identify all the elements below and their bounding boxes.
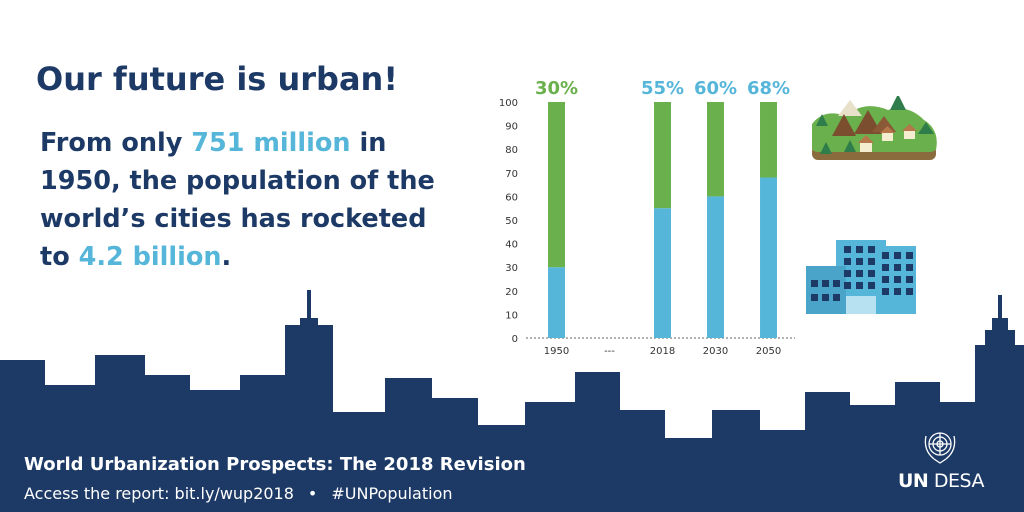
x-tick-label: 1950 — [544, 346, 569, 357]
y-tick-label: 60 — [505, 192, 518, 203]
subtext: From only 751 million in 1950, the popul… — [40, 124, 460, 276]
y-tick-label: 100 — [499, 98, 518, 109]
bar-rural-2018 — [654, 102, 671, 209]
subtext-part1: From only — [40, 128, 192, 158]
logo-un: UN — [898, 470, 929, 492]
y-tick-label: 70 — [505, 169, 518, 180]
un-desa-logo: UN DESA — [898, 470, 984, 492]
separator-dot: • — [307, 484, 318, 503]
rural-village-icon — [812, 96, 937, 160]
bar-rural-2050 — [760, 102, 777, 178]
urban-2018-highlight: 4.2 billion — [78, 242, 222, 272]
data-label-2050: 68% — [747, 78, 790, 99]
data-label-2018: 55% — [641, 78, 684, 99]
x-tick-label: --- — [604, 346, 615, 357]
subtext-part3: . — [221, 242, 232, 272]
bar-urban-2050 — [760, 177, 777, 338]
skyline-silhouette — [0, 290, 1024, 512]
y-tick-label: 80 — [505, 145, 518, 156]
y-tick-label: 90 — [505, 122, 518, 133]
bar-urban-1950 — [548, 267, 565, 338]
x-tick-label: 2050 — [756, 346, 781, 357]
report-link[interactable]: Access the report: bit.ly/wup2018 — [24, 484, 294, 503]
un-emblem-icon — [924, 432, 956, 464]
headline: Our future is urban! — [36, 60, 398, 98]
y-tick-label: 40 — [505, 240, 518, 251]
bar-rural-2030 — [707, 102, 724, 197]
chart-axes: 0 10 20 30 40 50 60 70 80 90 100 — [499, 98, 795, 345]
footer-subline: Access the report: bit.ly/wup2018 • #UNPop… — [24, 484, 453, 503]
y-tick-label: 20 — [505, 287, 518, 298]
data-label-1950: 30% — [535, 78, 578, 99]
chart-bars — [548, 102, 777, 338]
bar-rural-1950 — [548, 102, 565, 268]
x-tick-label: 2018 — [650, 346, 675, 357]
logo-desa: DESA — [933, 470, 985, 492]
data-label-2030: 60% — [694, 78, 737, 99]
y-tick-label: 30 — [505, 263, 518, 274]
bar-urban-2030 — [707, 196, 724, 338]
y-tick-label: 50 — [505, 216, 518, 227]
chart-labels: 1950 30% --- 2018 55% 2030 60% 2050 68% — [535, 78, 790, 357]
bar-urban-2018 — [654, 208, 671, 338]
y-tick-label: 10 — [505, 310, 518, 321]
city-buildings-icon — [806, 240, 916, 314]
footer-title: World Urbanization Prospects: The 2018 R… — [24, 454, 526, 475]
urban-1950-highlight: 751 million — [191, 128, 351, 158]
subtext-part2: in 1950, the population of the world’s c… — [40, 128, 435, 272]
y-tick-label: 0 — [512, 334, 518, 345]
x-tick-label: 2030 — [703, 346, 728, 357]
hashtag: #UNPopulation — [331, 484, 453, 503]
